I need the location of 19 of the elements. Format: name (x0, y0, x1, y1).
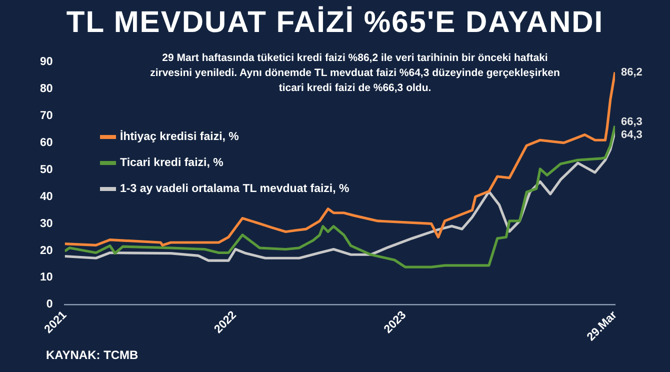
chart-title: TL MEVDUAT FAİZİ %65'E DAYANDI (65, 6, 605, 40)
y-tick-label: 90 (40, 56, 53, 68)
annotation: 29 Mart haftasında tüketici kredi faizi %86,2 ile veri tarihinin bir önceki haftaki zirvesini yeniledi. Aynı dönemde TL mevduat faizi %64,3 düzeyinde gerçekleşirken ticari kredi faizi de %66,3 oldu. (149, 51, 561, 96)
y-tick-label: 40 (40, 190, 53, 203)
y-tick-label: 20 (40, 244, 53, 257)
data-label: 64,3 (621, 128, 642, 141)
text: KAYNAK: TCMB (46, 348, 138, 362)
y-tick-label: 50 (40, 164, 53, 176)
legend-label: 1-3 ay vadeli ortalama TL mevduat faizi, % (120, 183, 350, 195)
legend-label: Ticari kredi faizi, % (120, 157, 224, 169)
legend-label: İhtiyaç kredisi faizi, % (120, 131, 239, 143)
y-tick-label: 80 (40, 83, 53, 96)
data-label: 86,2 (621, 66, 642, 78)
y-tick-label: 60 (40, 137, 53, 149)
data-label: 66,3 (621, 116, 642, 128)
y-tick-label: 70 (40, 110, 53, 122)
y-tick-label: 30 (40, 218, 53, 230)
y-tick-label: 0 (46, 298, 53, 311)
y-tick-label: 10 (40, 272, 53, 284)
